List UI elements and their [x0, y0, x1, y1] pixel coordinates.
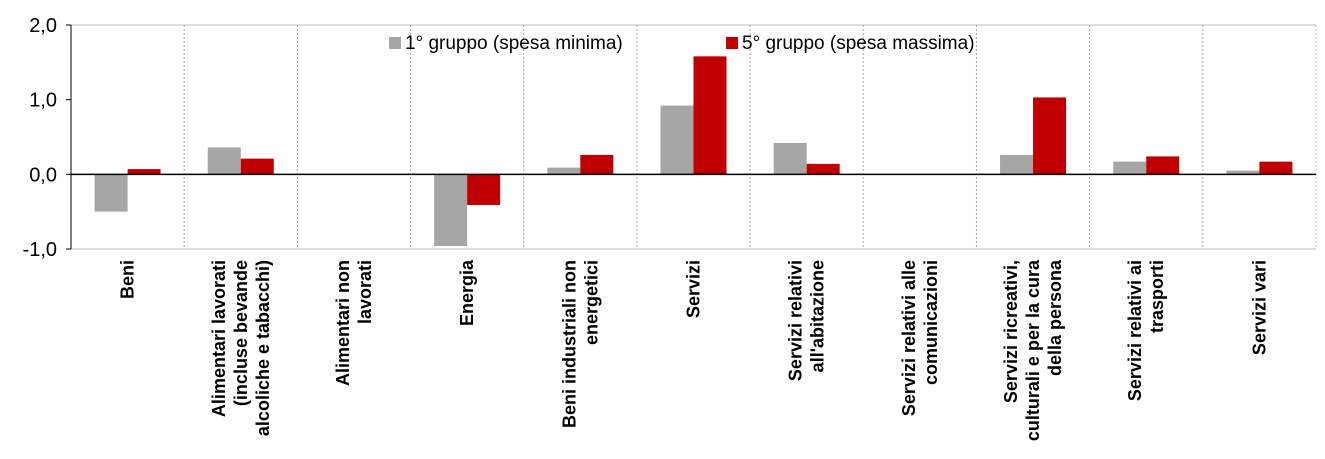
bar-series-1 [547, 167, 581, 175]
bar-series-1 [660, 105, 694, 175]
y-tick-label: 2,0 [29, 15, 57, 37]
bar-series-1 [773, 142, 807, 175]
bar-series-2 [580, 154, 614, 175]
x-tick-label: Servizi vari [1249, 260, 1269, 355]
y-tick-label: 0,0 [29, 164, 57, 186]
bar-series-2 [467, 174, 501, 205]
x-axis: Beni Alimentari lavorati (incluse bevande a… [71, 173, 1316, 441]
bar-series-1 [1000, 154, 1034, 175]
legend-label: 5° gruppo (spesa massima) [742, 33, 975, 54]
bar-series-1 [94, 174, 128, 212]
legend-label: 1° gruppo (spesa minima) [405, 33, 623, 54]
legend-swatch [726, 37, 738, 49]
bar-series-2 [1259, 161, 1293, 175]
x-tick-label: Alimentari non lavorati [333, 260, 375, 386]
bar-series-2 [240, 158, 274, 175]
x-tick-label: Alimentari lavorati (incluse bevande alcol… [209, 260, 273, 436]
bar-series-2 [806, 163, 840, 175]
x-tick-label: Servizi relativi alle comunicazioni [899, 260, 941, 416]
bar-series-1 [1226, 170, 1260, 175]
bar-series-1 [207, 147, 241, 175]
x-tick-label: Beni [118, 260, 138, 299]
legend-swatch [389, 37, 401, 49]
bar-series-1 [434, 174, 468, 247]
plot-frame [71, 24, 1317, 250]
bar-series-1 [1113, 161, 1147, 175]
x-tick-label: Servizi [684, 260, 704, 318]
x-tick-label: Servizi ricreativi, culturali e per la cu… [1001, 259, 1065, 441]
x-tick-label: Energia [457, 259, 477, 326]
x-tick-label: Beni industriali non energetici [559, 260, 601, 428]
x-tick-label: Servizi relativi all'abitazione [786, 260, 828, 381]
bars [94, 56, 1293, 247]
y-axis: -1,0 0,0 1,0 2,0 [23, 15, 72, 261]
legend: 1° gruppo (spesa minima) 5° gruppo (spesa… [389, 33, 975, 54]
bar-series-2 [693, 56, 727, 175]
y-tick-label: 1,0 [29, 90, 57, 112]
bar-series-2 [127, 169, 161, 175]
y-tick-label: -1,0 [23, 239, 57, 261]
bar-series-2 [1033, 97, 1067, 175]
bar-series-2 [1146, 156, 1180, 175]
x-tick-label: Servizi relativi ai trasporti [1125, 260, 1167, 401]
